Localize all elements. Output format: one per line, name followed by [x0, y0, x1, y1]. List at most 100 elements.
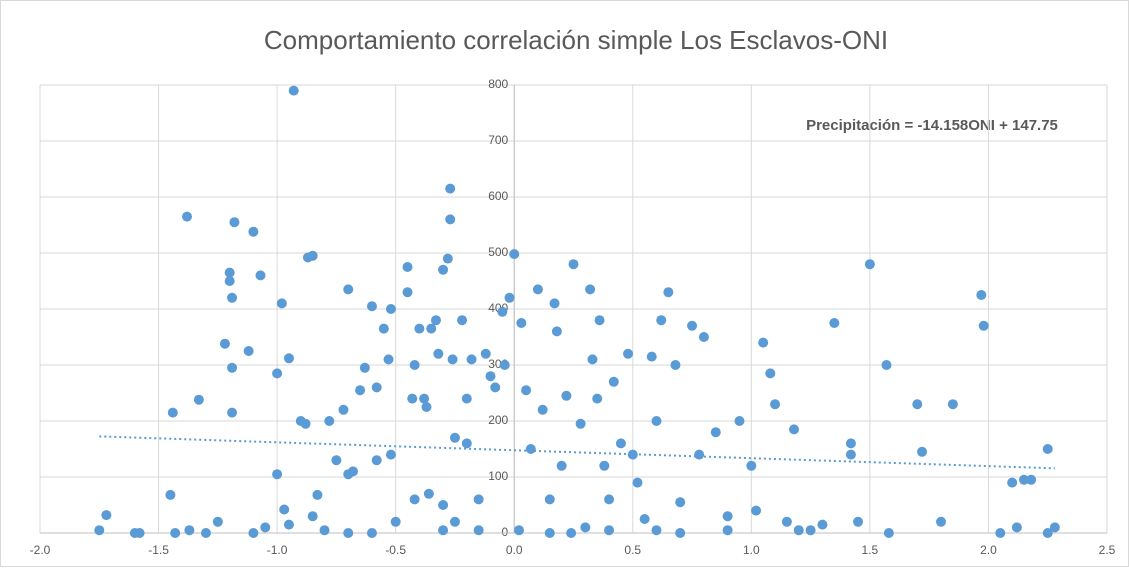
point	[343, 284, 354, 295]
point	[675, 528, 686, 538]
x-tick-label: -1.0	[267, 543, 288, 557]
point	[485, 371, 496, 382]
point	[734, 416, 745, 426]
point	[255, 270, 266, 281]
point	[525, 444, 536, 454]
point	[551, 326, 562, 337]
point	[419, 393, 430, 404]
y-tick-label: 700	[488, 133, 508, 147]
point	[449, 432, 460, 443]
point	[845, 449, 856, 460]
point	[587, 354, 598, 365]
point	[687, 320, 698, 331]
point	[995, 528, 1006, 538]
point	[615, 438, 626, 449]
point	[457, 315, 468, 326]
point	[445, 214, 456, 225]
point	[521, 385, 532, 396]
point	[751, 505, 762, 516]
point	[544, 494, 555, 505]
point	[1049, 522, 1060, 533]
point	[580, 522, 591, 533]
point	[212, 516, 223, 527]
point	[447, 354, 458, 365]
point	[182, 211, 193, 222]
point	[402, 287, 413, 298]
point	[347, 466, 358, 477]
x-tick-label: 2.0	[980, 543, 997, 557]
point	[442, 253, 453, 264]
point	[227, 292, 238, 303]
point	[324, 416, 335, 426]
point	[366, 301, 377, 312]
point	[227, 407, 238, 418]
point	[656, 315, 667, 326]
y-tick-label: 200	[488, 413, 508, 427]
point	[466, 354, 477, 365]
point	[604, 494, 615, 505]
point	[499, 360, 510, 370]
y-tick-label: 600	[488, 189, 508, 203]
point	[480, 348, 491, 359]
point	[722, 511, 733, 522]
point	[599, 460, 610, 471]
point	[651, 525, 662, 536]
point	[1019, 474, 1030, 485]
point	[355, 385, 366, 396]
point	[170, 528, 181, 538]
point	[490, 382, 501, 393]
point	[248, 528, 259, 538]
point	[473, 525, 484, 536]
point	[1042, 528, 1053, 538]
point	[497, 306, 508, 317]
point	[390, 516, 401, 527]
point	[383, 354, 394, 365]
point	[1011, 522, 1022, 533]
point	[883, 528, 894, 538]
point	[272, 368, 283, 379]
point	[639, 514, 650, 524]
point	[449, 516, 460, 527]
point	[371, 382, 382, 393]
y-tick-label: 500	[488, 245, 508, 259]
point	[343, 528, 354, 538]
x-tick-label: 1.5	[862, 543, 879, 557]
point	[881, 360, 892, 370]
point	[307, 250, 318, 261]
point	[407, 393, 418, 404]
point	[793, 525, 804, 536]
point	[829, 318, 840, 328]
point	[359, 362, 370, 373]
point	[134, 528, 145, 538]
x-tick-label: -2.0	[30, 543, 51, 557]
point	[184, 525, 195, 536]
point	[845, 438, 856, 449]
point	[758, 337, 769, 348]
trendline	[99, 435, 1055, 470]
point	[276, 298, 287, 309]
point	[167, 407, 178, 418]
point	[461, 393, 472, 404]
point	[532, 284, 543, 295]
point	[165, 489, 176, 500]
point	[544, 528, 555, 538]
point	[585, 284, 596, 295]
point	[513, 525, 524, 536]
point	[853, 516, 864, 527]
point	[409, 360, 420, 370]
point	[549, 298, 560, 309]
point	[433, 348, 444, 359]
point	[632, 477, 643, 488]
point	[219, 338, 230, 349]
point	[430, 315, 441, 326]
point	[805, 525, 816, 536]
point	[817, 519, 828, 530]
point	[504, 292, 515, 303]
point	[864, 259, 875, 270]
point	[556, 460, 567, 471]
point	[421, 402, 432, 412]
point	[670, 360, 681, 370]
point	[385, 304, 396, 314]
x-tick-label: 0.0	[506, 543, 523, 557]
